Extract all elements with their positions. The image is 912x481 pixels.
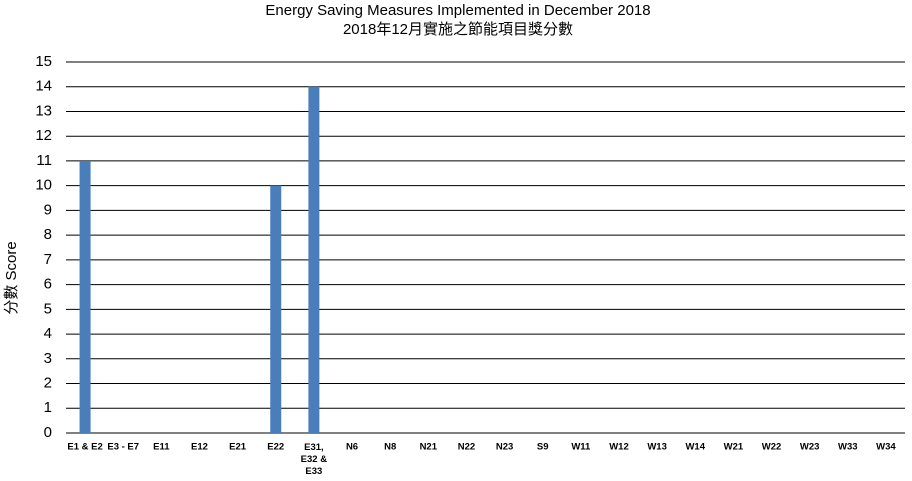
y-tick-label: 2 xyxy=(44,375,52,392)
y-tick-label: 8 xyxy=(44,226,52,243)
y-tick-label: 14 xyxy=(35,78,52,95)
x-tick-label: W11 xyxy=(571,442,591,453)
chart-subtitle: 2018年12月實施之節能項目獎分數 xyxy=(343,20,573,38)
x-tick-label: E11 xyxy=(153,442,170,453)
y-tick-label: 12 xyxy=(35,127,52,144)
x-tick-label: N22 xyxy=(458,442,475,453)
x-tick-label: N23 xyxy=(496,442,513,453)
x-tick-label: N6 xyxy=(346,442,358,453)
y-tick-label: 10 xyxy=(35,177,52,194)
y-tick-label: 5 xyxy=(44,300,52,317)
x-tick-label: W14 xyxy=(685,442,705,453)
chart-title: Energy Saving Measures Implemented in De… xyxy=(265,2,650,19)
x-tick-label: S9 xyxy=(537,442,549,453)
x-tick-label: W22 xyxy=(762,442,782,453)
x-tick-label: E12 xyxy=(191,442,208,453)
y-tick-label: 3 xyxy=(44,350,52,367)
y-tick-label: 9 xyxy=(44,201,52,218)
x-tick-label: W33 xyxy=(838,442,858,453)
y-tick-label: 6 xyxy=(44,276,52,293)
x-tick-label: E22 xyxy=(267,442,284,453)
x-tick-label: W23 xyxy=(800,442,820,453)
x-tick-label: W34 xyxy=(876,442,896,453)
y-tick-label: 11 xyxy=(36,152,52,169)
y-tick-label: 15 xyxy=(35,53,52,70)
x-tick-label: N8 xyxy=(384,442,396,453)
x-tick-label: E1 & E2 xyxy=(67,442,102,453)
x-tick-label: W13 xyxy=(647,442,667,453)
x-tick-label: W21 xyxy=(724,442,744,453)
y-tick-label: 13 xyxy=(35,102,52,119)
x-tick-label: N21 xyxy=(420,442,438,453)
y-tick-label: 1 xyxy=(44,399,52,416)
x-tick-label: E31, E32 & E33 xyxy=(301,442,328,477)
bar xyxy=(270,185,282,433)
bar xyxy=(79,160,91,433)
x-tick-label: E3 - E7 xyxy=(107,442,139,453)
y-tick-label: 0 xyxy=(44,424,52,441)
y-tick-label: 4 xyxy=(44,325,52,342)
bar xyxy=(308,86,320,433)
x-tick-label: W12 xyxy=(609,442,629,453)
y-tick-label: 7 xyxy=(44,251,52,268)
y-axis-label: 分數 Score xyxy=(3,241,20,314)
x-tick-label: E21 xyxy=(229,442,247,453)
